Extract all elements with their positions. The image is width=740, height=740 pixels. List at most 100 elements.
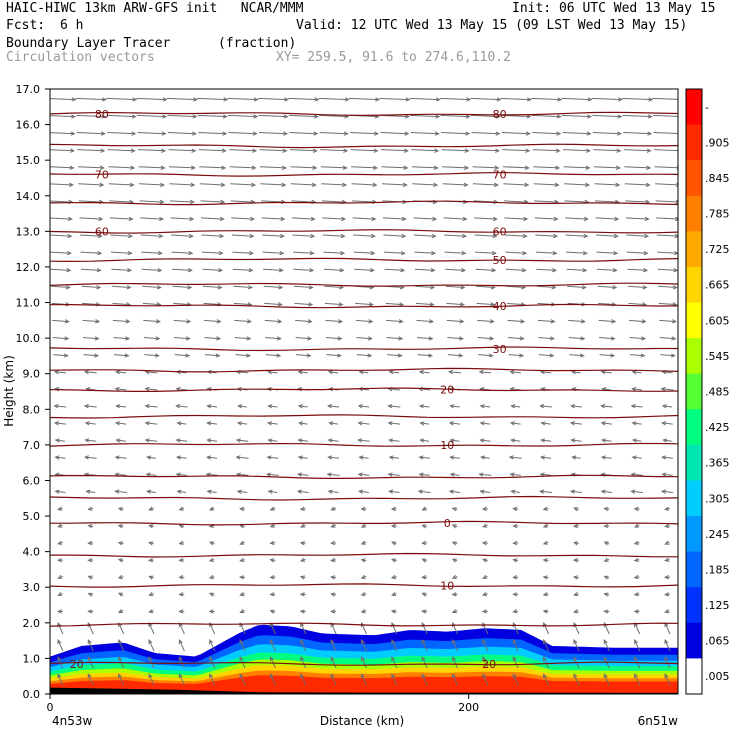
vector-shaft bbox=[565, 217, 588, 220]
vector-head bbox=[610, 353, 616, 358]
vector-shaft bbox=[391, 639, 398, 652]
vector-head bbox=[452, 656, 457, 662]
y-tick-label: 1.0 bbox=[23, 652, 41, 665]
vector-shaft bbox=[139, 200, 164, 203]
vector-shaft bbox=[141, 268, 162, 271]
vector-head bbox=[643, 267, 649, 273]
vector-shaft bbox=[359, 456, 369, 459]
vector-shaft bbox=[654, 149, 678, 152]
vector-head bbox=[239, 609, 245, 614]
vector-head bbox=[129, 182, 135, 187]
colorbar-label: .065 bbox=[705, 635, 730, 648]
vector-head bbox=[448, 421, 454, 426]
vector-shaft bbox=[350, 149, 378, 152]
vector-head bbox=[309, 267, 315, 273]
vector-head bbox=[512, 574, 518, 580]
vector-head bbox=[56, 557, 62, 563]
vector-head bbox=[176, 489, 182, 494]
y-tick-label: 3.0 bbox=[23, 581, 41, 594]
vector-shaft bbox=[261, 200, 285, 203]
vector-shaft bbox=[389, 371, 400, 374]
vector-head bbox=[421, 506, 427, 511]
vector-shaft bbox=[230, 200, 255, 203]
vector-shaft bbox=[626, 234, 649, 237]
vector-head bbox=[206, 489, 212, 494]
vector-head bbox=[276, 353, 282, 358]
vector-shaft bbox=[653, 114, 678, 117]
vector-shaft bbox=[233, 285, 252, 288]
vector-shaft bbox=[471, 149, 499, 152]
vector-head bbox=[236, 489, 242, 494]
vector-shaft bbox=[239, 622, 246, 635]
vector-head bbox=[330, 656, 335, 662]
vector-head bbox=[633, 523, 640, 528]
vector-shaft bbox=[480, 490, 491, 493]
vector-head bbox=[612, 267, 618, 273]
vector-head bbox=[552, 250, 558, 256]
isotherm-line bbox=[50, 414, 678, 419]
vector-head bbox=[208, 574, 214, 580]
vector-head bbox=[673, 267, 678, 273]
vector-head bbox=[600, 489, 606, 494]
vector-head bbox=[493, 182, 499, 187]
vector-head bbox=[631, 421, 637, 426]
vector-head bbox=[342, 182, 348, 187]
vector-shaft bbox=[288, 114, 318, 118]
vector-shaft bbox=[472, 183, 498, 186]
vector-shaft bbox=[118, 639, 125, 652]
vector-head bbox=[603, 557, 609, 562]
vector-head bbox=[267, 438, 273, 443]
vector-shaft bbox=[412, 183, 438, 186]
vector-head bbox=[360, 558, 366, 563]
vector-head bbox=[178, 557, 184, 563]
vector-shaft bbox=[206, 473, 218, 476]
vector-shaft bbox=[148, 674, 155, 686]
vector-head bbox=[391, 541, 397, 546]
vector-head bbox=[539, 489, 545, 494]
vector-head bbox=[57, 540, 63, 545]
vector-shaft bbox=[452, 656, 458, 669]
y-tick-label: 6.0 bbox=[23, 474, 41, 487]
vector-shaft bbox=[109, 217, 133, 220]
vector-head bbox=[338, 319, 344, 324]
vector-head bbox=[372, 182, 378, 187]
colorbar-label: .845 bbox=[705, 172, 730, 185]
vector-shaft bbox=[634, 622, 641, 635]
vector-head bbox=[458, 336, 464, 341]
vector-shaft bbox=[177, 490, 187, 493]
x-axis: 0 200 bbox=[47, 694, 479, 714]
vector-head bbox=[573, 591, 579, 597]
vector-head bbox=[175, 438, 181, 443]
isotherm-line bbox=[50, 172, 678, 177]
vector-shaft bbox=[319, 114, 349, 118]
vector-shaft bbox=[416, 337, 433, 340]
vector-shaft bbox=[106, 97, 137, 101]
vector-head bbox=[94, 336, 100, 341]
vector-head bbox=[282, 165, 288, 170]
vector-shaft bbox=[177, 422, 187, 425]
vector-head bbox=[496, 97, 502, 102]
vector-head bbox=[178, 673, 183, 679]
vector-shaft bbox=[200, 200, 225, 203]
y-tick-label: 12.0 bbox=[16, 261, 41, 274]
vector-head bbox=[148, 609, 154, 614]
vector-head bbox=[401, 216, 407, 222]
vector-head bbox=[523, 216, 529, 222]
vector-shaft bbox=[410, 114, 440, 118]
vector-shaft bbox=[178, 674, 185, 686]
vector-shaft bbox=[440, 114, 470, 118]
y-tick-label: 8.0 bbox=[23, 403, 41, 416]
vector-shaft bbox=[450, 456, 460, 459]
vector-head bbox=[280, 216, 286, 222]
vector-head bbox=[543, 673, 548, 679]
isotherm-line bbox=[50, 143, 678, 149]
vector-shaft bbox=[257, 97, 288, 101]
vector-shaft bbox=[289, 132, 318, 135]
vector-shaft bbox=[602, 388, 612, 391]
vector-shaft bbox=[659, 319, 676, 323]
isotherm-line bbox=[50, 346, 678, 352]
vector-head bbox=[57, 591, 63, 596]
vector-head bbox=[358, 370, 364, 375]
vector-shaft bbox=[174, 337, 190, 340]
vector-head bbox=[526, 114, 532, 119]
